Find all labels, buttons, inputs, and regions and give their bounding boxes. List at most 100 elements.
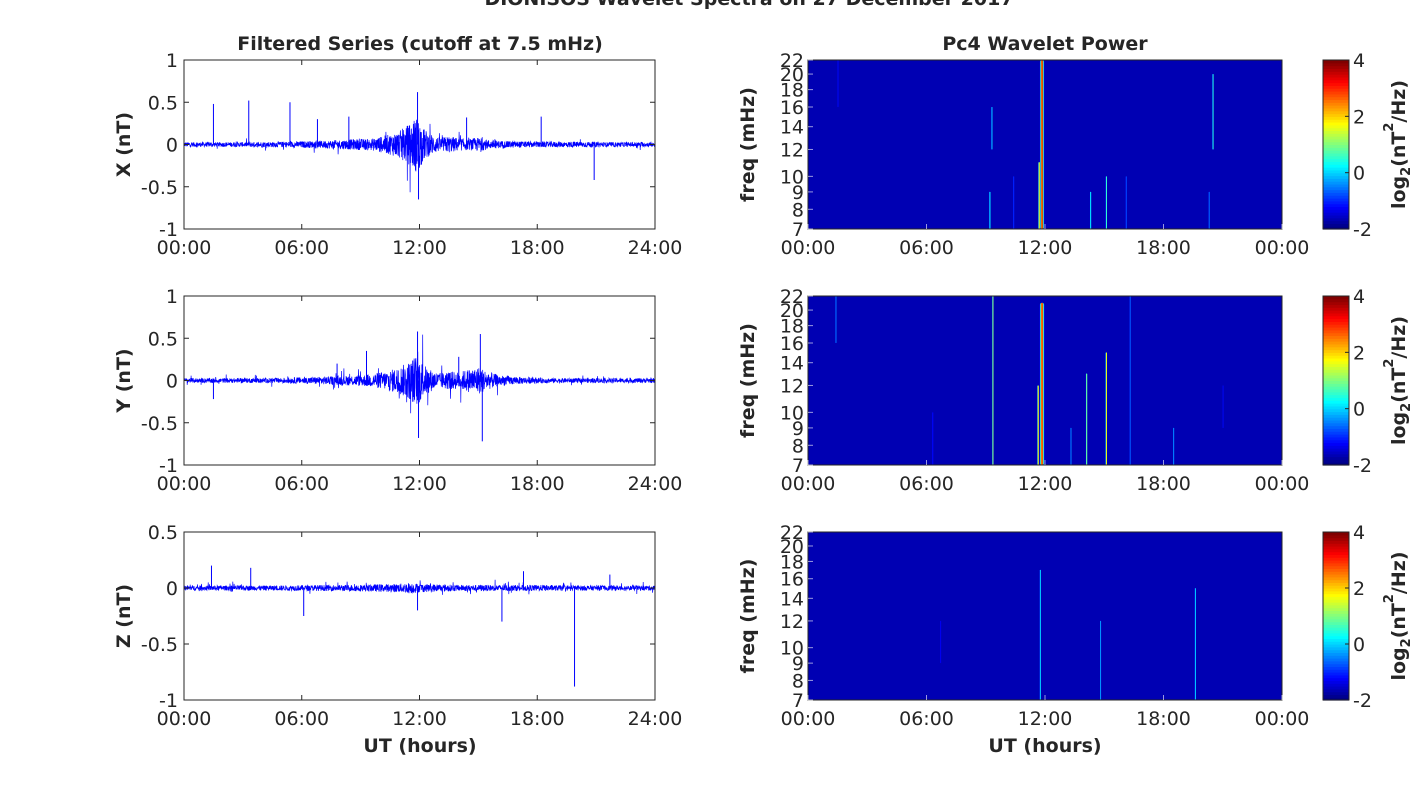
colorbar-swatch (1323, 310, 1349, 314)
power-burst (991, 106, 993, 150)
colorbar-swatch (1323, 386, 1349, 390)
colorbar-swatch (1323, 85, 1349, 89)
y-tick-label: 8 (792, 670, 804, 692)
y-tick-label: 0 (166, 371, 178, 393)
colorbar-swatch (1323, 534, 1349, 539)
trace-line (183, 334, 656, 414)
colorbar-swatch (1323, 141, 1349, 146)
colorbar-swatch (1323, 107, 1349, 112)
colorbar-swatch (1323, 343, 1349, 348)
colorbar-swatch (1323, 674, 1349, 679)
power-burst (1038, 162, 1040, 229)
colorbar-label-part: (nT (1388, 132, 1410, 167)
y-tick-label: -1 (159, 455, 178, 477)
colorbar-swatch (1323, 565, 1349, 569)
x-tick-label: 00:00 (1255, 708, 1310, 730)
colorbar-swatch (1323, 178, 1349, 182)
colorbar-swatch (1323, 181, 1349, 185)
colorbar-swatch (1323, 71, 1349, 75)
colorbar-swatch (1323, 124, 1349, 129)
colorbar-swatch (1323, 557, 1349, 561)
x-tick-label: 00:00 (157, 473, 212, 495)
colorbar-swatch (1323, 456, 1349, 460)
y-tick-label: 0.5 (148, 328, 178, 350)
colorbar-swatch (1323, 627, 1349, 631)
y-tick-label: 10 (780, 638, 804, 660)
colorbar-swatch (1323, 161, 1349, 165)
colorbar-swatch (1323, 189, 1349, 193)
colorbar-swatch (1323, 324, 1349, 328)
colorbar-swatch (1323, 315, 1349, 320)
colorbar-swatch (1323, 574, 1349, 578)
power-burst (1040, 569, 1041, 700)
power-background (808, 60, 1282, 229)
y-tick-label: 12 (780, 375, 804, 397)
left-column-title: Filtered Series (cutoff at 7.5 mHz) (237, 33, 603, 55)
colorbar-swatch (1323, 691, 1349, 695)
colorbar-swatch (1323, 155, 1349, 160)
series-panel-x: 00:00 06:00 12:00 18:00 24:00 -1 -0.5 0 0.5 1 X (n… (113, 50, 682, 259)
wavelet-panel-y: 00:00 06:00 12:00 18:00 00:00789101214161820… (737, 286, 1414, 495)
colorbar-swatch (1323, 403, 1349, 407)
colorbar-swatch (1323, 68, 1349, 72)
colorbar-swatch (1323, 599, 1349, 603)
x-tick-label: 24:00 (628, 708, 683, 730)
colorbar-swatch (1323, 688, 1349, 693)
y-tick-label: 8 (792, 199, 804, 221)
x-tick-label: 24:00 (628, 473, 683, 495)
colorbar-swatch (1323, 99, 1349, 103)
x-tick-label: 12:00 (392, 237, 447, 259)
colorbar-swatch (1323, 624, 1349, 628)
colorbar-swatch (1323, 532, 1349, 536)
colorbar-swatch (1323, 448, 1349, 452)
colorbar-swatch (1323, 638, 1349, 642)
colorbar-swatch (1323, 144, 1349, 148)
wavelet-panel-z: 00:00 06:00 12:00 18:00 00:00789101214161820… (737, 522, 1414, 730)
colorbar-tick-label: 2 (1353, 342, 1365, 364)
colorbar-swatch (1323, 119, 1349, 123)
colorbar-swatch (1323, 635, 1349, 639)
colorbar-swatch (1323, 616, 1349, 620)
colorbar-swatch (1323, 672, 1349, 676)
colorbar-swatch (1323, 604, 1349, 609)
colorbar-label-part: log (1388, 412, 1410, 445)
colorbar-swatch (1323, 357, 1349, 362)
colorbar-swatch (1323, 192, 1349, 196)
colorbar-swatch (1323, 658, 1349, 662)
y-tick-label: 22 (780, 522, 804, 544)
colorbar-swatch (1323, 335, 1349, 339)
colorbar-swatch (1323, 388, 1349, 393)
colorbar-swatch (1323, 649, 1349, 653)
colorbar-swatch (1323, 397, 1349, 401)
colorbar-swatch (1323, 355, 1349, 359)
colorbar-swatch (1323, 369, 1349, 373)
colorbar-label-part: 2 (1399, 403, 1414, 412)
colorbar-swatch (1323, 669, 1349, 673)
colorbar-swatch (1323, 341, 1349, 345)
colorbar-swatch (1323, 646, 1349, 651)
power-burst (1070, 427, 1072, 465)
y-axis-label: Y (nT) (113, 348, 135, 413)
x-tick-label: 12:00 (1018, 473, 1073, 495)
power-burst (940, 620, 942, 664)
colorbar-swatch (1323, 175, 1349, 179)
colorbar-frame (1322, 531, 1350, 701)
power-burst (1129, 296, 1131, 465)
y-tick-label: 14 (780, 588, 804, 610)
colorbar-swatch (1323, 546, 1349, 550)
colorbar-swatch (1323, 663, 1349, 667)
colorbar-frame (1322, 59, 1350, 230)
x-tick-label: 06:00 (899, 708, 954, 730)
power-burst (835, 296, 837, 343)
colorbar-label-part: log (1388, 176, 1410, 209)
colorbar-swatch (1323, 74, 1349, 78)
x-tick-label: 00:00 (1255, 237, 1310, 259)
colorbar-swatch (1323, 217, 1349, 222)
x-tick-label: 00:00 (1255, 473, 1310, 495)
colorbar-label-part: 2 (1382, 123, 1397, 132)
x-tick-label: 00:00 (781, 473, 836, 495)
colorbar-tick-label: 4 (1353, 522, 1365, 544)
colorbar-swatch (1323, 76, 1349, 81)
